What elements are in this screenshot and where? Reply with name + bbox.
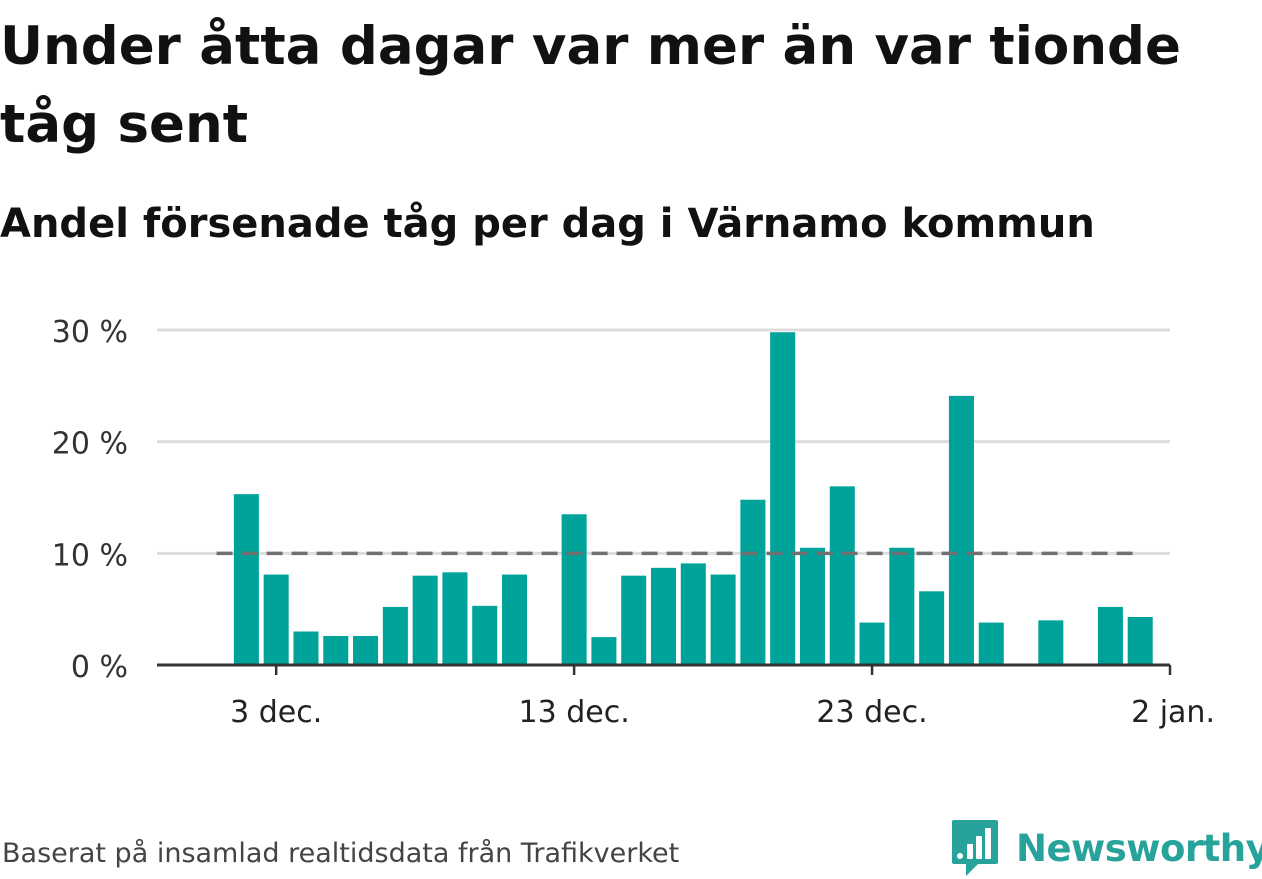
bar	[1127, 616, 1153, 665]
bar-chart: 0 % 10 % 20 % 30 % 3 dec. 13 dec. 23 dec. 2 jan…	[52, 315, 1215, 730]
bar	[1038, 620, 1064, 665]
x-tick-label: 23 dec.	[816, 695, 927, 730]
bar	[323, 635, 349, 665]
bar	[472, 605, 498, 665]
bar	[710, 574, 736, 665]
newsworthy-logo-icon	[952, 820, 998, 876]
bar	[353, 635, 379, 665]
bar	[889, 547, 915, 665]
y-tick-label: 30 %	[52, 315, 128, 350]
y-tick-label: 0 %	[71, 650, 128, 685]
bar	[502, 574, 528, 665]
bar	[263, 574, 289, 665]
brand-logo[interactable]: Newsworthy	[950, 818, 1262, 878]
bar	[621, 575, 647, 665]
bar	[680, 563, 706, 665]
bar	[948, 395, 974, 665]
bar	[740, 499, 766, 665]
chart-title: Under åtta dagar var mer än var tionde t…	[0, 16, 1181, 155]
bar	[293, 631, 319, 665]
bar	[978, 622, 1004, 665]
y-tick-label: 20 %	[52, 427, 128, 462]
bar	[829, 486, 855, 665]
bar	[233, 494, 259, 665]
x-tick-label: 2 jan.	[1131, 695, 1215, 730]
bar	[859, 622, 885, 665]
chart-subtitle: Andel försenade tåg per dag i Värnamo ko…	[0, 201, 1095, 247]
brand-name: Newsworthy	[1016, 826, 1262, 870]
bar	[799, 547, 825, 665]
bar	[919, 591, 945, 665]
bar	[412, 575, 438, 665]
source-note: Baserat på insamlad realtidsdata från Tr…	[2, 838, 680, 869]
x-tick-label: 13 dec.	[518, 695, 629, 730]
bar	[382, 606, 408, 665]
bar	[770, 332, 796, 665]
bar	[1097, 606, 1123, 665]
bar	[650, 567, 677, 665]
bar	[591, 637, 617, 665]
y-tick-label: 10 %	[52, 538, 128, 573]
x-tick-label: 3 dec.	[230, 695, 322, 730]
bar	[561, 514, 587, 665]
bar	[442, 572, 468, 665]
